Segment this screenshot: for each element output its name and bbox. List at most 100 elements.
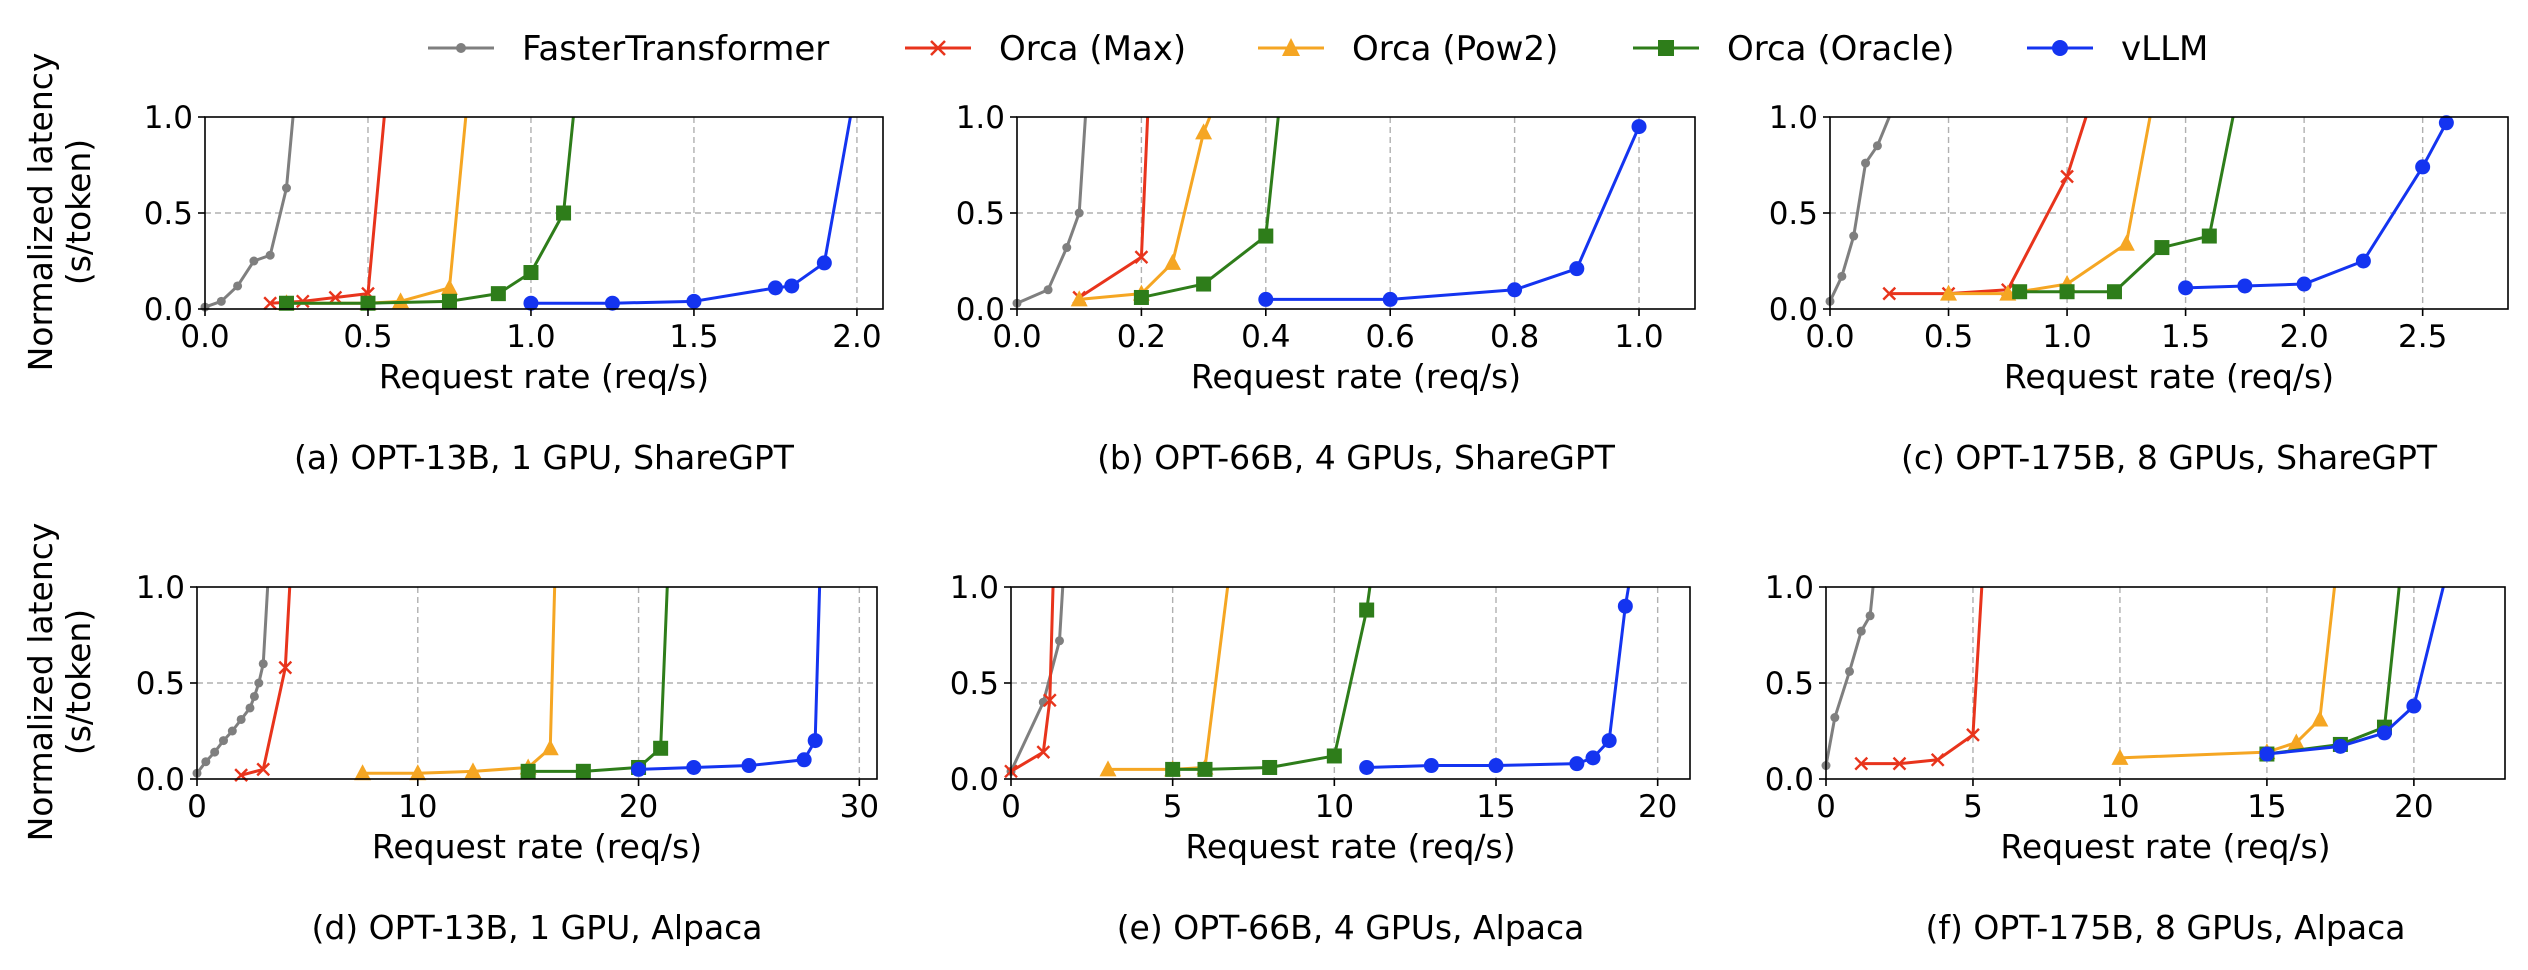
data-point-vllm	[1382, 291, 1398, 307]
data-point-fastertransformer	[249, 691, 259, 701]
data-point-orca-oracle	[556, 205, 572, 221]
x-tick-label: 10	[2100, 789, 2139, 825]
y-tick-label: 1.0	[1765, 570, 1814, 606]
data-point-orca-max	[1042, 693, 1057, 708]
series-group	[1012, 116, 1647, 308]
data-point-orca-pow2	[1940, 284, 1958, 301]
y-tick-label: 0.5	[144, 196, 193, 232]
data-point-fastertransformer	[1043, 285, 1053, 295]
data-point-orca-oracle	[1262, 759, 1278, 775]
data-point-vllm	[2355, 253, 2371, 269]
data-point-vllm	[2178, 280, 2194, 296]
data-point-orca-max	[2060, 169, 2074, 184]
data-point-fastertransformer	[249, 256, 259, 266]
data-point-vllm	[2332, 738, 2348, 754]
x-tick-label: 0.8	[1490, 319, 1539, 355]
legend-marker-dot	[456, 43, 466, 53]
data-point-vllm	[2415, 159, 2431, 175]
subplot-f: 0 5 10 15 20 0.0 0.5 1.0 Request rate (req/s) (f)…	[1765, 570, 2506, 947]
subplot-caption: (f) OPT-175B, 8 GPUs, Alpaca	[1926, 908, 2406, 947]
y-tick-label: 0.5	[136, 666, 185, 702]
x-tick-label: 10	[398, 789, 437, 825]
x-tick-label: 5	[1963, 789, 1983, 825]
series-line-orca-oracle	[1172, 586, 1372, 771]
data-point-vllm	[1617, 598, 1633, 614]
data-point-orca-pow2	[440, 278, 458, 295]
subplot-caption: (c) OPT-175B, 8 GPUs, ShareGPT	[1901, 438, 2438, 477]
data-point-vllm	[1359, 759, 1375, 775]
data-point-fastertransformer	[201, 757, 211, 767]
data-point-vllm	[784, 278, 800, 294]
data-point-orca-pow2	[1070, 290, 1088, 307]
y-tick-label: 0.5	[1769, 196, 1818, 232]
data-point-orca-pow2	[354, 764, 372, 781]
series-line-fastertransformer	[1824, 586, 1875, 766]
grid	[197, 587, 877, 779]
series-group	[200, 116, 852, 312]
data-point-orca-max	[295, 294, 310, 309]
data-point-orca-pow2	[464, 762, 482, 779]
data-point-vllm	[1569, 756, 1585, 772]
x-tick-label: 0.2	[1117, 319, 1166, 355]
data-point-orca-max	[1854, 756, 1869, 771]
data-point-orca-oracle	[360, 295, 376, 311]
data-point-fastertransformer	[1865, 611, 1875, 621]
data-point-orca-oracle	[2059, 284, 2075, 300]
data-point-vllm	[2296, 276, 2312, 292]
data-point-fastertransformer	[1845, 666, 1855, 676]
data-point-orca-max	[1882, 286, 1897, 301]
data-point-fastertransformer	[227, 726, 237, 736]
x-axis-label: Request rate (req/s)	[2000, 827, 2330, 866]
legend: FasterTransformer Orca (Max) Orca (Pow2)…	[428, 29, 2208, 69]
data-point-orca-pow2	[1999, 284, 2017, 301]
series-group	[192, 586, 823, 783]
data-point-fastertransformer	[281, 183, 291, 193]
data-point-vllm	[1507, 282, 1523, 298]
data-point-fastertransformer	[245, 703, 255, 713]
data-point-fastertransformer	[216, 296, 226, 306]
series-line-orca-pow2	[1948, 116, 2152, 296]
data-point-orca-max	[328, 290, 343, 305]
data-point-fastertransformer	[1074, 208, 1084, 218]
legend-label-orca-oracle: Orca (Oracle)	[1727, 29, 1955, 69]
x-tick-label: 2.5	[2398, 319, 2447, 355]
data-point-fastertransformer	[1849, 231, 1859, 241]
y-axis-label-line-2: (s/token)	[59, 609, 98, 755]
series-line-vllm	[1366, 586, 1631, 769]
y-axis-label-row-1: Normalized latency (s/token)	[21, 53, 98, 372]
legend-marker-x	[930, 40, 946, 56]
data-point-orca-oracle	[520, 763, 536, 779]
x-tick-label: 10	[1315, 789, 1354, 825]
data-point-orca-oracle	[278, 295, 294, 311]
data-point-orca-pow2	[409, 764, 427, 781]
data-point-vllm	[2259, 746, 2275, 762]
y-tick-label: 0.0	[144, 292, 193, 328]
x-tick-label: 1.5	[669, 319, 718, 355]
x-tick-label: 20	[1638, 789, 1677, 825]
y-axis-label-line-1: Normalized latency	[21, 523, 60, 842]
data-point-vllm	[1601, 733, 1617, 749]
subplot-caption: (e) OPT-66B, 4 GPUs, Alpaca	[1117, 908, 1585, 947]
data-point-vllm	[816, 255, 832, 271]
x-tick-label: 1.0	[506, 319, 555, 355]
x-tick-label: 0.0	[180, 319, 229, 355]
data-point-fastertransformer	[236, 714, 246, 724]
series-group	[1821, 586, 2445, 771]
data-point-orca-max	[1036, 745, 1051, 759]
series-group	[1825, 115, 2454, 306]
series-line-orca-oracle	[1141, 116, 1280, 299]
y-tick-label: 1.0	[956, 100, 1005, 136]
data-point-orca-oracle	[2154, 240, 2170, 256]
y-tick-label: 0.5	[1765, 666, 1814, 702]
data-point-vllm	[1423, 758, 1439, 774]
y-tick-label: 0.0	[1769, 292, 1818, 328]
y-axis-label-line-2: (s/token)	[59, 139, 98, 285]
legend-label-orca-pow2: Orca (Pow2)	[1352, 29, 1558, 69]
data-point-orca-pow2	[541, 739, 559, 756]
y-tick-label: 1.0	[950, 570, 999, 606]
subplot-d: 0 10 20 30 0.0 0.5 1.0 Request rate (req/s) (d) …	[136, 570, 879, 947]
series-line-orca-max	[1889, 116, 2088, 296]
x-axis-label: Request rate (req/s)	[372, 827, 702, 866]
data-point-vllm	[767, 280, 783, 296]
